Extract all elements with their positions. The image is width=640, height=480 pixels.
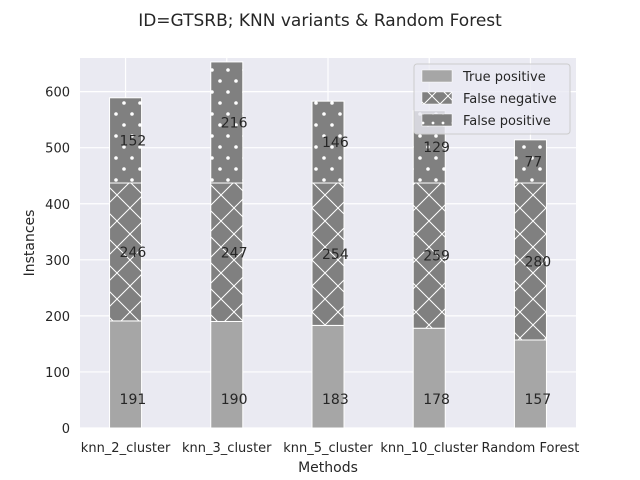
bar-true-positive [513, 339, 547, 429]
y-tick-label: 600 [45, 86, 70, 101]
x-tick-label: knn_3_cluster [182, 441, 272, 456]
value-label-true-positive: 190 [221, 392, 248, 408]
bars [109, 61, 547, 429]
y-tick-label: 200 [45, 310, 70, 325]
value-label-false-negative: 280 [524, 255, 551, 271]
value-label-false-negative: 259 [423, 249, 450, 265]
value-label-true-positive: 157 [524, 392, 551, 408]
value-label-false-positive: 129 [423, 140, 450, 156]
legend-label: False positive [463, 114, 551, 129]
legend-swatch [421, 113, 453, 127]
bar-false-negative [210, 182, 244, 322]
value-labels: 191 246 152 190 247 216 183 254 146 178 259 129 157 2… [120, 115, 552, 408]
y-tick-label: 100 [45, 366, 70, 381]
x-tick-label: knn_2_cluster [81, 441, 171, 456]
bar-false-negative [412, 182, 446, 329]
x-tick-label: knn_5_cluster [283, 441, 373, 456]
value-label-false-negative: 246 [120, 245, 147, 261]
x-axis-label: Methods [298, 460, 358, 476]
legend-box [413, 63, 571, 135]
value-label-false-negative: 247 [221, 245, 248, 261]
bar-false-negative [311, 182, 345, 326]
x-tick-label: Random Forest [482, 441, 580, 456]
legend: True positive False negative False positiv… [413, 63, 571, 135]
y-tick-label: 300 [45, 254, 70, 269]
y-tick-label: 0 [62, 422, 70, 437]
chart-title: ID=GTSRB; KNN variants & Random Forest [138, 11, 502, 31]
legend-label: False negative [463, 92, 557, 107]
bar-false-positive [513, 139, 547, 184]
value-label-true-positive: 178 [423, 392, 450, 408]
value-label-false-positive: 152 [120, 133, 147, 149]
legend-swatch [421, 69, 453, 83]
bar-false-negative [109, 182, 143, 322]
value-label-false-positive: 77 [524, 154, 542, 170]
value-label-true-positive: 183 [322, 392, 349, 408]
legend-swatch [421, 91, 453, 105]
bar-true-positive [311, 324, 345, 429]
bar-true-positive [109, 320, 143, 429]
legend-label: True positive [462, 70, 546, 85]
bar-false-positive [311, 100, 345, 184]
axis-ticks: 0 100 200 300 400 500 600 knn_2_cluster knn_3_cl… [45, 86, 579, 456]
y-axis-label: Instances [22, 210, 38, 277]
bar-false-negative [513, 182, 547, 341]
value-label-false-positive: 216 [221, 115, 248, 131]
value-label-true-positive: 191 [120, 392, 147, 408]
bar-true-positive [210, 320, 244, 429]
bar-true-positive [412, 327, 446, 429]
y-tick-label: 500 [45, 142, 70, 157]
value-label-false-negative: 254 [322, 247, 349, 263]
bar-false-positive [109, 97, 143, 184]
bar-false-positive [210, 61, 244, 184]
y-tick-label: 400 [45, 198, 70, 213]
x-tick-label: knn_10_cluster [380, 441, 478, 456]
value-label-false-positive: 146 [322, 135, 349, 151]
